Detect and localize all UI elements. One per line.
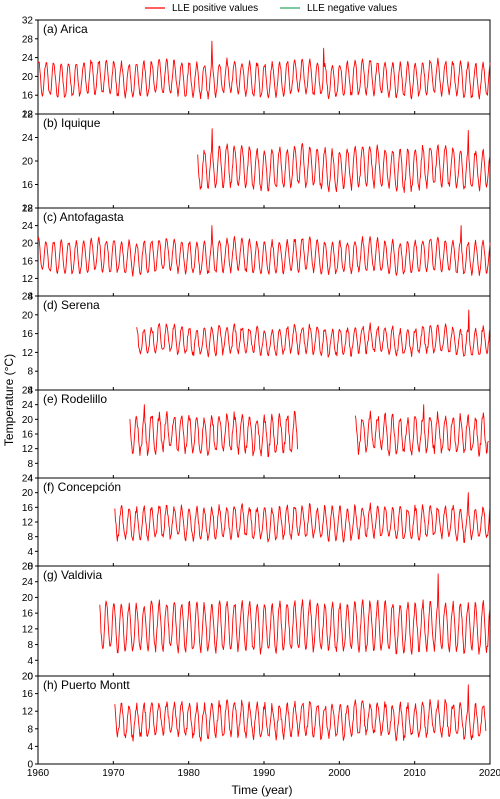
y-tick-label: 24 — [22, 474, 34, 485]
y-tick-label: 28 — [22, 386, 34, 397]
y-tick-label: 20 — [22, 415, 34, 426]
legend-label-positive: LLE positive values — [172, 3, 258, 14]
temperature-series — [136, 309, 490, 358]
panel-frame — [37, 113, 491, 209]
y-tick-label: 4 — [27, 386, 33, 397]
y-tick-label: 16 — [22, 430, 34, 441]
y-tick-label: 8 — [27, 292, 33, 303]
panel-4: 4 8 12 16 20 24 (d) Serena — [22, 292, 491, 397]
y-tick-label: 8 — [27, 532, 33, 543]
x-tick-label: 2010 — [404, 768, 427, 779]
y-tick-label: 12 — [22, 274, 34, 285]
panel-1: 12 16 20 24 28 32 (a) Arica — [22, 16, 491, 121]
legend-label-negative: LLE negative values — [307, 3, 397, 14]
y-tick-label: 24 — [22, 292, 34, 303]
panel-5: 4 8 12 16 20 24 28 (e) Rodelillo — [22, 386, 491, 485]
y-tick-label: 12 — [22, 707, 34, 718]
panel-7: 0 4 8 12 16 20 24 28 (g) Valdivia — [22, 562, 491, 683]
x-tick-label: 1990 — [253, 768, 276, 779]
y-tick-label: 4 — [27, 742, 33, 753]
y-tick-label: 20 — [22, 72, 34, 83]
y-tick-label: 20 — [22, 672, 34, 683]
y-tick-label: 0 — [27, 562, 33, 573]
temperature-series — [99, 573, 491, 655]
panel-6: 0 4 8 12 16 20 24 (f) Concepción — [22, 474, 491, 573]
y-tick-label: 12 — [22, 204, 34, 215]
y-tick-label: 20 — [22, 310, 34, 321]
y-tick-label: 8 — [27, 724, 33, 735]
y-tick-label: 24 — [22, 53, 34, 64]
temperature-series — [114, 684, 487, 742]
y-tick-label: 28 — [22, 34, 34, 45]
y-tick-label: 0 — [27, 672, 33, 683]
y-tick-label: 20 — [22, 488, 34, 499]
x-axis-label: Time (year) — [232, 783, 293, 797]
x-tick-label: 2000 — [328, 768, 351, 779]
y-tick-label: 28 — [22, 110, 34, 121]
y-tick-label: 16 — [22, 689, 34, 700]
panel-2: 12 16 20 24 28 (b) Iquique — [22, 110, 491, 215]
y-tick-label: 8 — [27, 640, 33, 651]
legend: LLE positive values LLE negative values — [145, 3, 397, 14]
panel-frame — [37, 295, 491, 391]
y-tick-label: 8 — [27, 367, 33, 378]
y-tick-label: 16 — [22, 180, 34, 191]
y-tick-label: 16 — [22, 256, 34, 267]
y-tick-label: 8 — [27, 459, 33, 470]
y-tick-label: 4 — [27, 474, 33, 485]
panel-title: (d) Serena — [43, 298, 100, 312]
y-tick-label: 12 — [22, 624, 34, 635]
y-tick-label: 24 — [22, 221, 34, 232]
y-tick-label: 20 — [22, 157, 34, 168]
y-tick-label: 28 — [22, 562, 34, 573]
y-tick-label: 32 — [22, 16, 34, 27]
y-tick-label: 16 — [22, 503, 34, 514]
panel-8: 0 4 8 12 16 20 1960 1970 1980 1990 2000 2010 2020 (h)… — [22, 672, 500, 780]
y-tick-label: 12 — [22, 348, 34, 359]
y-axis-label: Temperature (°C) — [2, 354, 16, 446]
temperature-series — [129, 404, 489, 458]
x-tick-label: 1970 — [102, 768, 125, 779]
y-tick-label: 12 — [22, 518, 34, 529]
y-tick-label: 20 — [22, 593, 34, 604]
panel-frame — [37, 565, 491, 677]
panel-title: (a) Arica — [43, 22, 88, 36]
y-tick-label: 16 — [22, 329, 34, 340]
y-tick-label: 16 — [22, 91, 34, 102]
x-tick-label: 1980 — [178, 768, 201, 779]
y-tick-label: 0 — [27, 760, 33, 771]
y-tick-label: 20 — [22, 239, 34, 250]
temperature-series — [114, 492, 491, 543]
panel-title: (b) Iquique — [43, 116, 101, 130]
panel-title: (g) Valdivia — [43, 568, 102, 582]
y-tick-label: 12 — [22, 110, 34, 121]
y-tick-label: 4 — [27, 656, 33, 667]
temperature-series — [37, 40, 491, 100]
y-tick-label: 16 — [22, 609, 34, 620]
temperature-series — [197, 128, 491, 193]
y-tick-label: 28 — [22, 204, 34, 215]
y-tick-label: 24 — [22, 400, 34, 411]
panel-3: 8 12 16 20 24 28 (c) Antofagasta — [22, 204, 491, 303]
panel-title: (c) Antofagasta — [43, 210, 124, 224]
y-tick-label: 24 — [22, 133, 34, 144]
y-tick-label: 12 — [22, 444, 34, 455]
panel-title: (f) Concepción — [43, 480, 121, 494]
temperature-series — [37, 225, 491, 277]
y-tick-label: 24 — [22, 577, 34, 588]
y-tick-label: 4 — [27, 547, 33, 558]
panel-title: (e) Rodelillo — [43, 392, 107, 406]
x-tick-label: 1960 — [27, 768, 50, 779]
x-tick-label: 2020 — [479, 768, 500, 779]
panel-title: (h) Puerto Montt — [43, 678, 130, 692]
